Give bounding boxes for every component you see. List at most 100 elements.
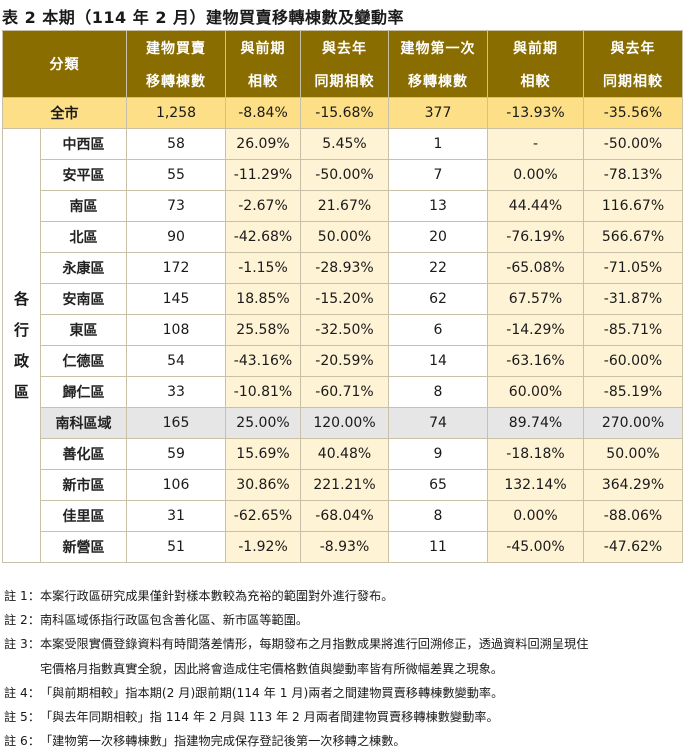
data-cell: -47.62%	[583, 531, 683, 563]
total-cell: -8.84%	[225, 97, 301, 129]
footnote: 註 6： 「建物第一次移轉棟數」指建物完成保存登記後第一次移轉之棟數。	[4, 729, 682, 753]
data-cell: 7	[388, 159, 488, 191]
data-cell: 21.67%	[300, 190, 389, 222]
data-cell: 59	[126, 438, 226, 470]
data-cell: 13	[388, 190, 488, 222]
data-cell: -14.29%	[487, 314, 584, 346]
data-cell: -15.20%	[300, 283, 389, 315]
table-row: 南區 73 -2.67% 21.67% 13 44.44% 116.67%	[3, 190, 683, 222]
district-name: 北區	[40, 221, 127, 253]
data-cell: 25.00%	[225, 407, 301, 439]
data-cell: 165	[126, 407, 226, 439]
data-cell: -88.06%	[583, 500, 683, 532]
data-cell: 74	[388, 407, 488, 439]
footnote: 註 4： 「與前期相較」指本期(2 月)跟前期(114 年 1 月)兩者之間建物買…	[4, 681, 682, 705]
district-group-char: 政	[13, 351, 29, 370]
data-cell: 67.57%	[487, 283, 584, 315]
data-cell: 120.00%	[300, 407, 389, 439]
district-name: 南科區域	[40, 407, 127, 439]
footnote-tag: 註 3：	[4, 637, 41, 652]
total-label: 全市	[2, 97, 127, 129]
table-row: 佳里區 31 -62.65% -68.04% 8 0.00% -88.06%	[3, 500, 683, 532]
header-col3-line1: 與去年	[300, 30, 389, 64]
data-cell: 14	[388, 345, 488, 377]
data-cell: -85.19%	[583, 376, 683, 408]
data-cell: 65	[388, 469, 488, 501]
data-cell: 116.67%	[583, 190, 683, 222]
total-cell: -15.68%	[300, 97, 389, 129]
total-cell: 377	[388, 97, 488, 129]
total-cell: -13.93%	[487, 97, 584, 129]
data-cell: -76.19%	[487, 221, 584, 253]
footnotes: 註 1： 本案行政區研究成果僅針對樣本數較為充裕的範圍對外進行發布。註 2： 南科區…	[4, 584, 682, 753]
district-name: 南區	[40, 190, 127, 222]
header-col6-line1: 與去年	[583, 30, 683, 64]
district-group-char: 各	[13, 289, 29, 308]
footnote-tag: 註 2：	[4, 613, 41, 628]
data-cell: 62	[388, 283, 488, 315]
data-cell: 221.21%	[300, 469, 389, 501]
data-cell: -71.05%	[583, 252, 683, 284]
data-cell: 8	[388, 376, 488, 408]
footnote-text: 本案行政區研究成果僅針對樣本數較為充裕的範圍對外進行發布。	[40, 589, 394, 603]
header-col1-line2: 移轉棟數	[126, 64, 226, 98]
data-cell: -8.93%	[300, 531, 389, 563]
data-cell: -60.71%	[300, 376, 389, 408]
data-cell: 30.86%	[225, 469, 301, 501]
data-cell: -42.68%	[225, 221, 301, 253]
data-cell: 51	[126, 531, 226, 563]
data-cell: 566.67%	[583, 221, 683, 253]
data-cell: 1	[388, 128, 488, 160]
data-cell: -78.13%	[583, 159, 683, 191]
data-cell: 89.74%	[487, 407, 584, 439]
data-cell: -	[487, 128, 584, 160]
header-col1-line1: 建物買賣	[126, 30, 226, 64]
header-col4-line1: 建物第一次	[388, 30, 488, 64]
data-cell: -2.67%	[225, 190, 301, 222]
data-cell: 26.09%	[225, 128, 301, 160]
data-cell: -28.93%	[300, 252, 389, 284]
data-cell: 9	[388, 438, 488, 470]
header-col2-line1: 與前期	[225, 30, 301, 64]
data-cell: 50.00%	[300, 221, 389, 253]
data-cell: 364.29%	[583, 469, 683, 501]
data-cell: -62.65%	[225, 500, 301, 532]
header-col3-line2: 同期相較	[300, 64, 389, 98]
district-group-char: 行	[13, 320, 29, 339]
data-cell: 6	[388, 314, 488, 346]
data-cell: 60.00%	[487, 376, 584, 408]
footnote-tag: 註 5：	[4, 710, 41, 725]
data-cell: 8	[388, 500, 488, 532]
footnote-text: 「與前期相較」指本期(2 月)跟前期(114 年 1 月)兩者之間建物買賣移轉棟…	[40, 685, 504, 700]
data-cell: -65.08%	[487, 252, 584, 284]
data-cell: 0.00%	[487, 159, 584, 191]
table-row: 各行政區中西區 58 26.09% 5.45% 1- -50.00%	[2, 128, 683, 563]
data-cell: 55	[126, 159, 226, 191]
data-cell: -63.16%	[487, 345, 584, 377]
data-cell: 18.85%	[225, 283, 301, 315]
data-cell: -43.16%	[225, 345, 301, 377]
footnote-text: 「建物第一次移轉棟數」指建物完成保存登記後第一次移轉之棟數。	[40, 734, 406, 749]
footnote: 註 2： 南科區域係指行政區包含善化區、新市區等範圍。	[4, 608, 682, 632]
header-col6-line2: 同期相較	[583, 64, 683, 98]
district-name: 佳里區	[40, 500, 127, 532]
table-row: 仁德區 54 -43.16% -20.59% 14 -63.16% -60.00%	[3, 345, 683, 377]
data-cell: 145	[126, 283, 226, 315]
data-cell: -1.92%	[225, 531, 301, 563]
table-title: 表 2 本期（114 年 2 月）建物買賣移轉棟數及變動率	[2, 8, 405, 27]
data-cell: 270.00%	[583, 407, 683, 439]
header-col5-line2: 相較	[487, 64, 584, 98]
district-name: 仁德區	[40, 345, 127, 377]
district-name: 永康區	[40, 252, 127, 284]
footnote-tag: 註 1：	[4, 589, 41, 603]
footnote: 註 3： 本案受限實價登錄資料有時間落差情形，每期發布之月指數成果將進行回溯修正，…	[4, 632, 682, 680]
table-row: 歸仁區 33 -10.81% -60.71% 8 60.00% -85.19%	[3, 376, 683, 408]
data-cell: 0.00%	[487, 500, 584, 532]
transfer-table: 分類 建物買賣 與前期 與去年 建物第一次 與前期 與去年 移轉棟數 相較 同期…	[2, 30, 683, 563]
data-cell: -50.00%	[300, 159, 389, 191]
district-name: 善化區	[40, 438, 127, 470]
footnote-text: 南科區域係指行政區包含善化區、新市區等範圍。	[40, 613, 309, 628]
header-col4-line2: 移轉棟數	[388, 64, 488, 98]
data-cell: -60.00%	[583, 345, 683, 377]
district-group-label: 各行政區	[2, 128, 41, 563]
